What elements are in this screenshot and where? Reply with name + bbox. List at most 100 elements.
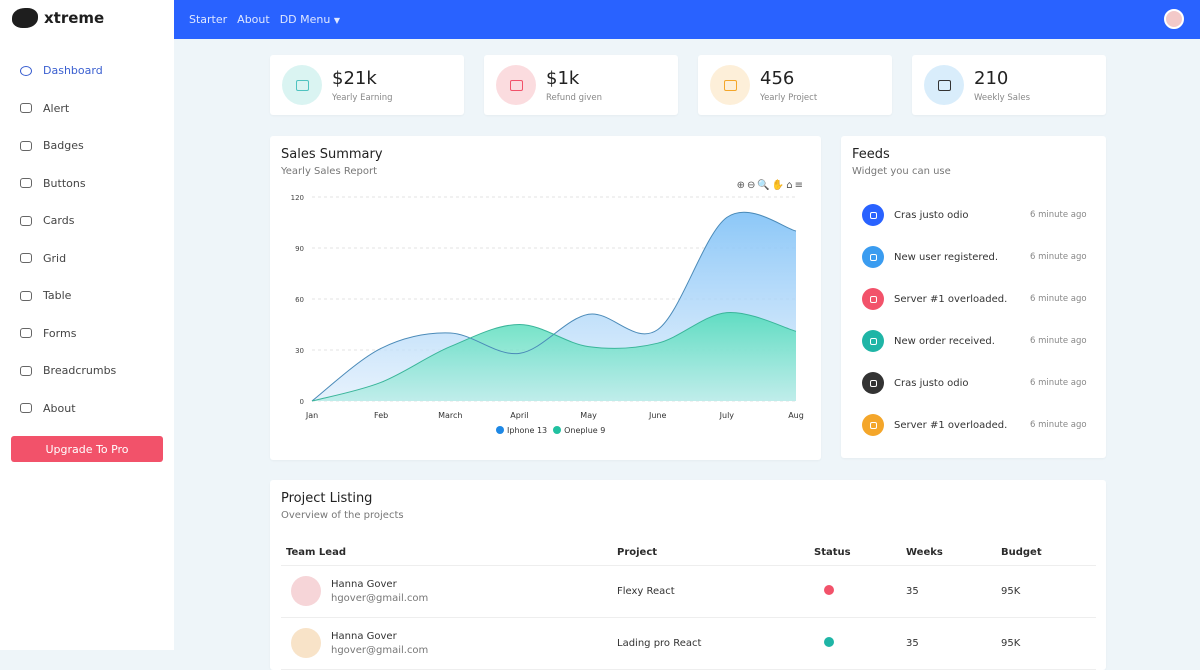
feed-time: 6 minute ago (1030, 252, 1087, 262)
sidebar-item-label: Cards (43, 214, 75, 228)
bell-icon (862, 372, 884, 394)
status-dot (824, 636, 834, 647)
brand-name: xtreme (44, 9, 105, 27)
y-tick-label: 90 (295, 245, 304, 253)
sidebar-nav: Dashboard Alert Badges Buttons Cards Gri… (0, 52, 174, 427)
feed-item[interactable]: New order received. 6 minute ago (841, 320, 1106, 362)
stat-label: Weekly Sales (974, 92, 1031, 103)
stat-value: 456 (760, 67, 795, 89)
sidebar-item-label: About (43, 401, 76, 415)
sidebar-item-label: Table (43, 289, 72, 303)
feed-item[interactable]: Server #1 overloaded. 6 minute ago (841, 278, 1106, 320)
sidebar-item-alert[interactable]: Alert (0, 90, 174, 128)
sidebar-item-label: Grid (43, 251, 67, 265)
sidebar-item-grid[interactable]: Grid (0, 240, 174, 278)
series-line-0 (311, 211, 797, 402)
sidebar-item-cards[interactable]: Cards (0, 202, 174, 240)
textarea-icon (20, 328, 32, 339)
feed-text: Server #1 overloaded. (894, 293, 1008, 305)
card-subtitle: Overview of the projects (281, 510, 404, 521)
hdd-stack-icon (20, 178, 32, 189)
people-icon (20, 403, 32, 414)
status-dot (824, 584, 834, 595)
project-table: Team Lead Project Status Weeks Budget Ha… (281, 540, 1096, 670)
card-subtitle: Widget you can use (852, 166, 951, 177)
feeds-card: Feeds Widget you can use Cras justo odio… (841, 136, 1106, 458)
nav-link-starter[interactable]: Starter (189, 13, 228, 26)
legend-item-oneplue[interactable]: Oneplue 9 (553, 426, 605, 435)
project-name: Lading pro React (612, 617, 809, 670)
sales-summary-card: Sales Summary Yearly Sales Report ⊕⊖🔍✋⌂≡… (270, 136, 821, 460)
sidebar-item-label: Breadcrumbs (43, 364, 117, 378)
x-tick-label: May (580, 411, 597, 420)
dd-menu[interactable]: DD Menu ▼ (280, 13, 340, 26)
stat-icon (924, 65, 964, 105)
stat-card: $1k Refund given (484, 55, 678, 115)
feed-time: 6 minute ago (1030, 294, 1087, 304)
bag-check-icon (862, 330, 884, 352)
sidebar: xtreme Dashboard Alert Badges Buttons Ca… (0, 0, 174, 650)
card-title: Project Listing (281, 491, 373, 506)
nav-link-about[interactable]: About (237, 13, 270, 26)
series-line-1 (311, 312, 797, 402)
speedometer-icon (20, 65, 32, 76)
upgrade-button[interactable]: Upgrade To Pro (11, 436, 163, 462)
budget: 95K (996, 565, 1096, 618)
stat-label: Yearly Earning (332, 92, 393, 103)
sidebar-item-dashboard[interactable]: Dashboard (0, 52, 174, 90)
columns-icon (20, 253, 32, 264)
chart-toolbar[interactable]: ⊕⊖🔍✋⌂≡ (736, 180, 805, 191)
x-tick-label: July (719, 411, 735, 420)
sidebar-item-about[interactable]: About (0, 390, 174, 428)
legend-item-iphone[interactable]: Iphone 13 (496, 426, 547, 435)
stat-label: Yearly Project (760, 92, 818, 103)
sidebar-item-badges[interactable]: Badges (0, 127, 174, 165)
user-avatar[interactable] (1164, 9, 1184, 29)
legend-label: Oneplue 9 (564, 426, 606, 435)
feed-time: 6 minute ago (1030, 378, 1087, 388)
layout-split-icon (20, 290, 32, 301)
stat-icon (282, 65, 322, 105)
logo-icon (12, 8, 38, 28)
sidebar-item-forms[interactable]: Forms (0, 315, 174, 353)
sidebar-item-label: Alert (43, 101, 70, 115)
col-weeks: Weeks (901, 540, 996, 566)
sidebar-item-breadcrumbs[interactable]: Breadcrumbs (0, 352, 174, 390)
lead-name: Hanna Gover (331, 630, 397, 642)
y-tick-label: 0 (300, 398, 304, 406)
y-tick-label: 120 (291, 194, 304, 202)
sidebar-item-buttons[interactable]: Buttons (0, 165, 174, 203)
legend-label: Iphone 13 (507, 426, 548, 435)
x-tick-label: Aug (788, 411, 804, 420)
logo[interactable]: xtreme (12, 8, 104, 28)
y-tick-label: 30 (295, 347, 304, 355)
topbar: Starter About DD Menu ▼ (174, 0, 1200, 39)
hdd-icon (862, 288, 884, 310)
sales-chart: 0 30 60 90 120 Jan Feb March April May June July Aug (291, 194, 804, 420)
stat-value: 210 (974, 67, 1009, 89)
sidebar-item-label: Forms (43, 326, 77, 340)
link-icon (20, 365, 32, 376)
feed-item[interactable]: Server #1 overloaded. 6 minute ago (841, 404, 1106, 446)
stat-icon (496, 65, 536, 105)
feed-item[interactable]: New user registered. 6 minute ago (841, 236, 1106, 278)
x-tick-label: Feb (374, 411, 388, 420)
stat-icon (710, 65, 750, 105)
col-budget: Budget (996, 540, 1096, 566)
y-tick-label: 60 (295, 296, 304, 304)
x-tick-label: April (510, 411, 528, 420)
feed-text: New order received. (894, 335, 995, 347)
budget: 95K (996, 617, 1096, 670)
x-tick-label: June (648, 411, 667, 420)
feed-item[interactable]: Cras justo odio 6 minute ago (841, 194, 1106, 236)
feed-item[interactable]: Cras justo odio 6 minute ago (841, 362, 1106, 404)
stat-card: $21k Yearly Earning (270, 55, 464, 115)
stat-value: $21k (332, 67, 377, 89)
weeks: 35 (901, 565, 996, 618)
col-project: Project (612, 540, 809, 566)
sidebar-item-label: Badges (43, 139, 84, 153)
sidebar-item-table[interactable]: Table (0, 277, 174, 315)
caret-down-icon: ▼ (333, 16, 340, 25)
col-status: Status (809, 540, 901, 566)
feed-text: New user registered. (894, 251, 999, 263)
